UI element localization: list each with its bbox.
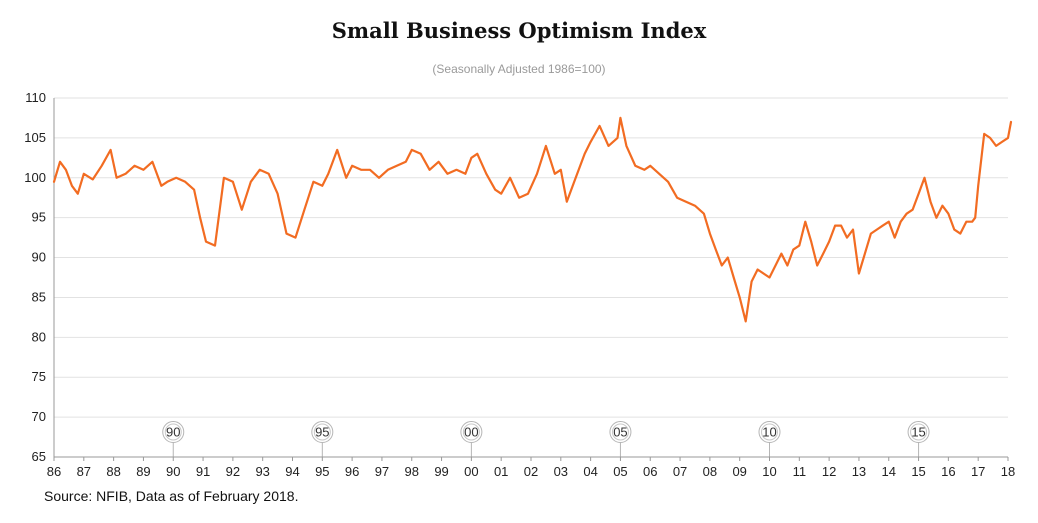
x-tick-label-01: 01 (494, 464, 508, 479)
x-tick-label-07: 07 (673, 464, 687, 479)
x-tick-label-94: 94 (285, 464, 299, 479)
y-tick-label-95: 95 (32, 210, 46, 225)
x-tick-label-92: 92 (226, 464, 240, 479)
marker-circle-05 (609, 421, 632, 443)
x-tick-label-13: 13 (852, 464, 866, 479)
x-tick-label-96: 96 (345, 464, 359, 479)
x-tick-label-09: 09 (732, 464, 746, 479)
y-tick-label-85: 85 (32, 289, 46, 304)
x-tick-label-15: 15 (911, 464, 925, 479)
x-tick-label-12: 12 (822, 464, 836, 479)
y-tick-label-90: 90 (32, 250, 46, 265)
x-tick-label-00: 00 (464, 464, 478, 479)
x-tick-label-04: 04 (583, 464, 597, 479)
y-tick-label-70: 70 (32, 409, 46, 424)
y-tick-label-65: 65 (32, 449, 46, 464)
y-tick-label-110: 110 (25, 90, 46, 105)
x-tick-label-87: 87 (77, 464, 91, 479)
marker-label-90: 90 (166, 425, 180, 440)
x-tick-label-90: 90 (166, 464, 180, 479)
x-tick-label-14: 14 (882, 464, 896, 479)
marker-circle-95 (311, 421, 334, 443)
x-tick-label-03: 03 (554, 464, 568, 479)
marker-circle-90 (162, 421, 185, 443)
x-tick-label-95: 95 (315, 464, 329, 479)
marker-circle-10 (758, 421, 781, 443)
marker-label-05: 05 (613, 425, 627, 440)
x-axis-ticks: 86 87 88 89 90 91 92 93 94 95 96 97 98 99 00 01 02 03 04 05… (47, 457, 1015, 479)
marker-circle-15 (907, 421, 930, 443)
x-tick-label-17: 17 (971, 464, 985, 479)
y-tick-label-100: 100 (24, 170, 46, 185)
x-tick-label-10: 10 (762, 464, 776, 479)
marker-inner-ring-90 (164, 423, 182, 441)
x-tick-label-05: 05 (613, 464, 627, 479)
x-tick-label-99: 99 (434, 464, 448, 479)
marker-label-10: 10 (762, 425, 776, 440)
marker-inner-ring-95 (313, 423, 331, 441)
x-tick-label-88: 88 (106, 464, 120, 479)
chart-subtitle: (Seasonally Adjusted 1986=100) (432, 62, 606, 76)
series-layer (52, 116, 1013, 323)
y-tick-label-105: 105 (24, 130, 46, 145)
y-tick-label-75: 75 (32, 369, 46, 384)
x-tick-label-93: 93 (255, 464, 269, 479)
year-markers: 90 95 00 05 10 15 (162, 421, 930, 457)
marker-inner-ring-15 (910, 423, 928, 441)
marker-label-15: 15 (911, 425, 925, 440)
x-tick-label-86: 86 (47, 464, 61, 479)
marker-circle-00 (460, 421, 483, 443)
marker-inner-ring-05 (611, 423, 629, 441)
marker-inner-ring-00 (462, 423, 480, 441)
marker-inner-ring-10 (761, 423, 778, 441)
chart-title: Small Business Optimism Index (331, 18, 707, 43)
y-axis-ticks: 65 70 75 80 85 90 95 100 105 110 (24, 90, 46, 464)
x-tick-label-98: 98 (405, 464, 419, 479)
x-tick-label-97: 97 (375, 464, 389, 479)
x-tick-label-18: 18 (1001, 464, 1015, 479)
x-tick-label-16: 16 (941, 464, 955, 479)
series-line-0 (52, 116, 1013, 323)
x-tick-label-02: 02 (524, 464, 538, 479)
axes (53, 98, 1008, 458)
x-tick-label-08: 08 (703, 464, 717, 479)
x-tick-label-89: 89 (136, 464, 150, 479)
grid-lines (54, 97, 1008, 418)
x-tick-label-91: 91 (196, 464, 210, 479)
x-tick-label-06: 06 (643, 464, 657, 479)
marker-label-00: 00 (464, 425, 478, 440)
x-tick-label-11: 11 (793, 464, 807, 479)
marker-label-95: 95 (315, 425, 329, 440)
y-tick-label-80: 80 (32, 329, 46, 344)
source-note: Source: NFIB, Data as of February 2018. (44, 488, 299, 504)
